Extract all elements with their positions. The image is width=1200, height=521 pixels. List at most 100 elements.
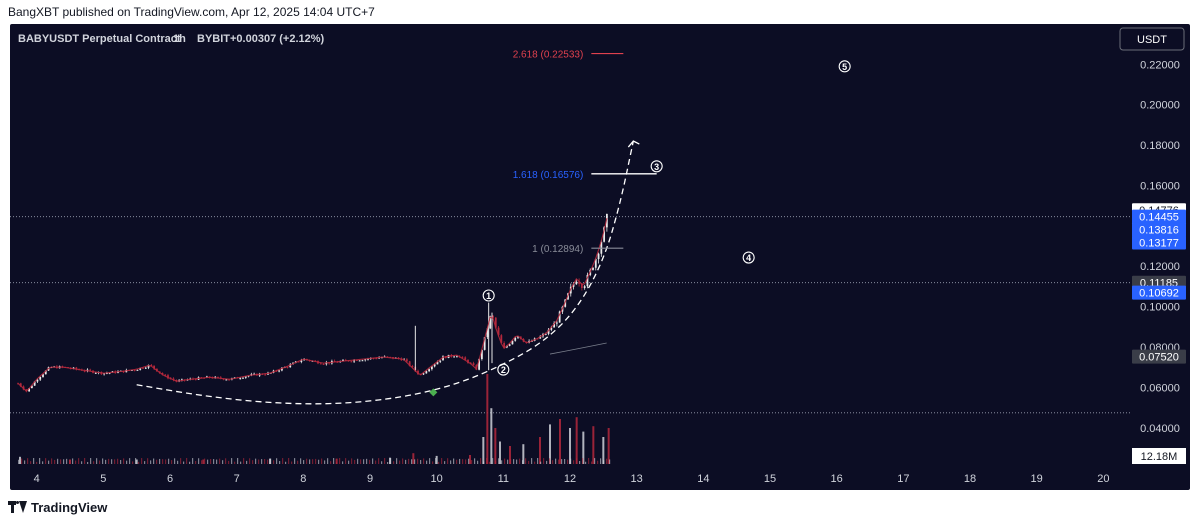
volume-bar	[135, 458, 137, 464]
volume-bar	[21, 458, 23, 464]
volume-bar	[575, 417, 578, 464]
candle-body	[164, 374, 167, 376]
volume-bar	[210, 459, 212, 464]
volume-bar	[585, 461, 587, 464]
candle-body	[150, 364, 153, 366]
volume-bar	[441, 458, 443, 464]
y-tick-label: 0.10000	[1140, 302, 1180, 314]
candle-body	[597, 253, 600, 260]
volume-bar	[315, 458, 317, 464]
candle-body	[550, 327, 553, 330]
symbol-name: BABYUSDT Perpetual Contract	[18, 33, 181, 45]
candle-body	[136, 369, 139, 371]
volume-bar	[126, 460, 128, 464]
candle-body	[478, 359, 481, 370]
candle-body	[605, 213, 608, 228]
candle-body	[603, 227, 606, 242]
volume-bar	[276, 458, 278, 464]
volume-bar	[509, 446, 511, 464]
volume-bar	[387, 461, 389, 464]
candle-body	[539, 336, 542, 339]
volume-bar	[225, 458, 227, 464]
volume-bar	[144, 461, 146, 464]
volume-bar	[600, 458, 602, 464]
volume-bar	[504, 458, 506, 464]
volume-bar	[19, 456, 21, 464]
volume-bar	[216, 459, 218, 464]
volume-bar	[351, 458, 353, 464]
volume-bar	[432, 461, 434, 464]
candle-body	[425, 371, 428, 374]
volume-bar	[138, 461, 140, 464]
volume-bar	[42, 461, 44, 464]
candle-body	[442, 356, 444, 361]
volume-bar	[252, 460, 254, 464]
volume-bar	[555, 458, 557, 464]
volume-bar	[492, 458, 494, 464]
volume-bar	[93, 461, 95, 464]
volume-bar	[66, 458, 68, 464]
candle-body	[180, 379, 183, 381]
candle-body	[439, 360, 442, 362]
volume-bar	[54, 459, 56, 464]
volume-bar	[57, 458, 59, 464]
volume-bar	[339, 458, 341, 464]
candle-body	[133, 369, 136, 371]
volume-bar	[234, 461, 236, 464]
volume-bar	[357, 458, 359, 464]
candle-body	[83, 370, 86, 372]
volume-bar	[108, 458, 110, 464]
candle-body	[578, 281, 581, 284]
price-chart[interactable]: 12.18M 2.618 (0.22533) 1.618 (0.16576) 1 (…	[10, 24, 1190, 490]
volume-bar	[99, 460, 101, 464]
x-tick-label: 17	[897, 473, 909, 485]
volume-bar	[369, 459, 371, 464]
volume-bar	[540, 461, 542, 464]
x-tick-label: 20	[1097, 473, 1109, 485]
candle-body	[108, 372, 111, 374]
volume-bar	[450, 460, 452, 464]
x-tick-label: 19	[1031, 473, 1043, 485]
candle-body	[72, 367, 75, 369]
wave-label-1: 1	[482, 289, 495, 302]
volume-bar	[603, 460, 605, 464]
volume-label: 12.18M	[1141, 451, 1178, 463]
volume-bar	[195, 460, 197, 464]
volume-bar	[204, 458, 206, 464]
wave-labels: 1 2 3 4 5	[482, 60, 851, 376]
svg-text:3: 3	[654, 162, 659, 172]
volume-bar	[607, 428, 610, 464]
volume-bar	[490, 408, 493, 464]
volume-bar	[375, 460, 377, 464]
volume-bar	[462, 459, 464, 464]
volume-bar	[27, 458, 29, 464]
volume-bar	[531, 458, 533, 464]
volume-bar	[429, 458, 431, 464]
volume-bar	[102, 458, 104, 464]
volume-bar	[114, 459, 116, 464]
volume-bar	[297, 460, 299, 464]
price-badge-3: 0.13177	[1132, 235, 1186, 250]
y-tick-label: 0.06000	[1140, 382, 1180, 394]
svg-text:2: 2	[501, 365, 506, 375]
candle-body	[253, 373, 256, 375]
candle-body	[555, 322, 558, 324]
time-axis[interactable]: 4 5 6 7 8 9 10 11 12 13 14 15 16 17 18 19 20	[34, 473, 1110, 485]
volume-bar	[582, 431, 585, 464]
currency-button[interactable]: USDT	[1119, 27, 1185, 51]
candle-body	[464, 357, 467, 360]
svg-text:0.07520: 0.07520	[1139, 352, 1179, 364]
volume-bar	[219, 458, 221, 464]
volume-bar	[174, 458, 176, 464]
currency-button-label[interactable]: USDT	[1137, 34, 1167, 46]
volume-bar	[468, 458, 470, 464]
x-tick-label: 5	[100, 473, 106, 485]
volume-bar	[162, 459, 164, 464]
volume-bar	[105, 459, 107, 464]
volume-bar	[294, 458, 296, 464]
price-change: +0.00307 (+2.12%)	[230, 33, 325, 45]
tradingview-logo[interactable]: TradingView	[8, 498, 107, 516]
volume-bar	[258, 459, 260, 464]
volume-bar	[576, 458, 578, 464]
candle-body	[411, 365, 414, 367]
